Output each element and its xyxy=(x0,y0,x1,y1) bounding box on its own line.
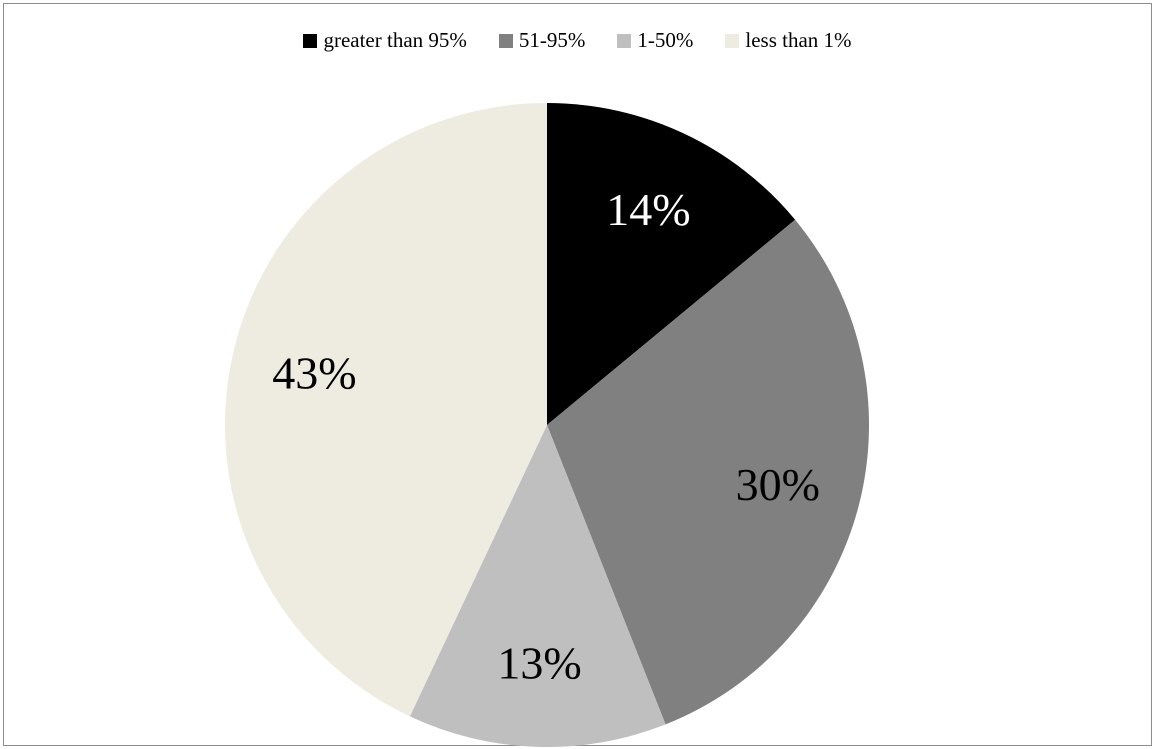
legend-swatch-51-95 xyxy=(498,33,513,48)
legend-label-less-than-1: less than 1% xyxy=(745,28,852,52)
pie-slice-51-95 xyxy=(547,219,869,725)
legend-swatch-less-than-1 xyxy=(725,33,740,48)
pie-slice-1-50 xyxy=(409,425,666,747)
legend-item-1-50: 1-50% xyxy=(617,28,693,53)
data-label-1-50: 13% xyxy=(497,638,581,689)
pie-slice-greater-than-95 xyxy=(547,103,796,425)
legend-label-1-50: 1-50% xyxy=(637,28,694,52)
legend-label-51-95: 51-95% xyxy=(518,28,586,52)
data-label-greater-than-95: 14% xyxy=(606,184,690,235)
legend-item-51-95: 51-95% xyxy=(498,28,586,53)
legend-item-greater-than-95: greater than 95% xyxy=(303,28,467,53)
legend-swatch-1-50 xyxy=(617,33,632,48)
pie-slice-less-than-1 xyxy=(225,102,547,717)
legend-item-less-than-1: less than 1% xyxy=(725,28,852,53)
data-label-less-than-1: 43% xyxy=(272,348,356,399)
legend: greater than 95% 51-95% 1-50% less than … xyxy=(0,28,1155,53)
legend-swatch-greater-than-95 xyxy=(303,33,318,48)
data-label-51-95: 30% xyxy=(736,459,820,510)
legend-label-greater-than-95: greater than 95% xyxy=(323,28,467,52)
